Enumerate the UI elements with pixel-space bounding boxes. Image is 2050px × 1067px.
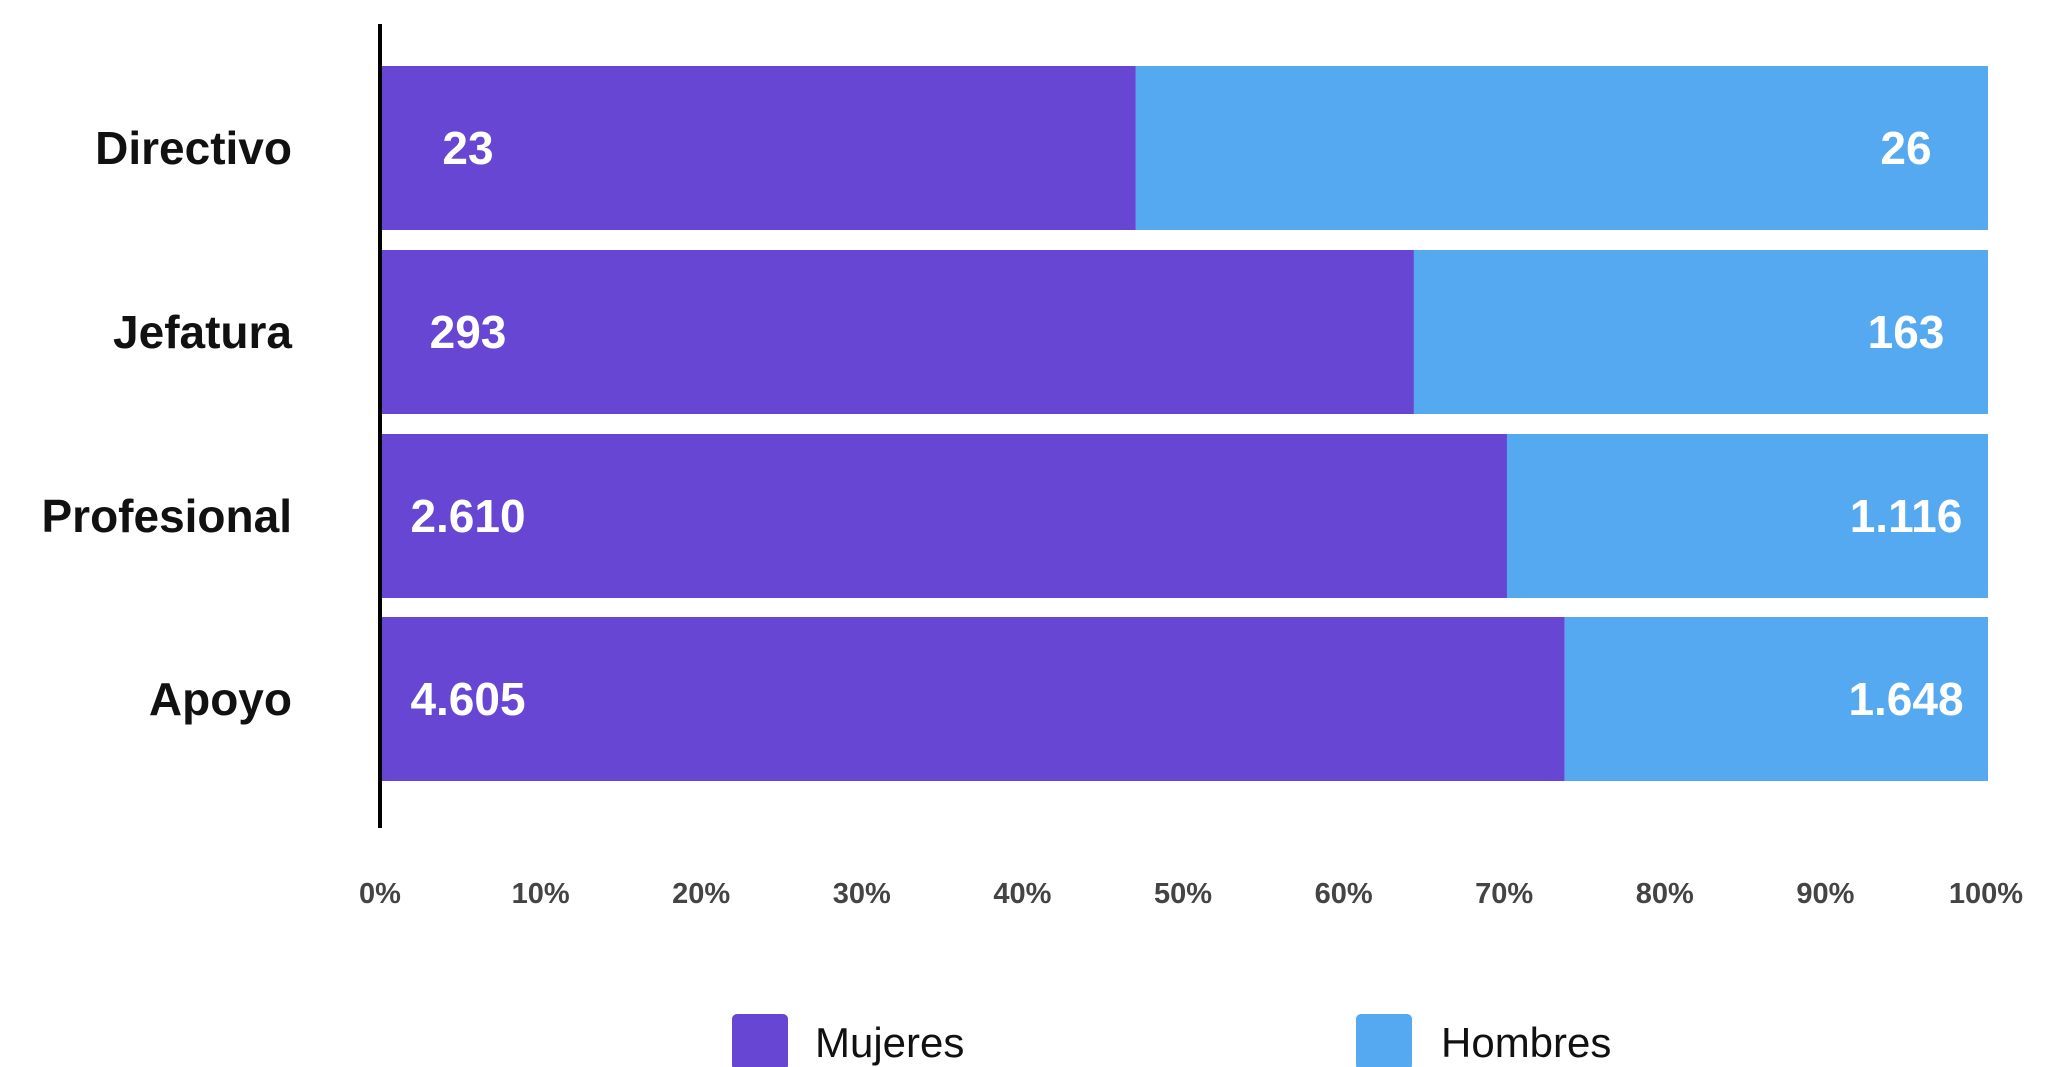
x-tick-label: 10% <box>512 878 570 910</box>
data-label-mujeres-jefatura: 293 <box>430 306 507 358</box>
x-tick-label: 50% <box>1154 878 1212 910</box>
data-label-hombres-directivo: 26 <box>1880 122 1931 174</box>
category-label-directivo: Directivo <box>95 122 292 174</box>
x-tick-label: 0% <box>359 878 401 910</box>
x-tick-label: 70% <box>1475 878 1533 910</box>
legend-label-hombres: Hombres <box>1441 1019 1611 1066</box>
x-tick-label: 90% <box>1796 878 1854 910</box>
category-labels: Directivo Jefatura Profesional Apoyo <box>41 122 292 725</box>
legend-swatch-hombres <box>1356 1014 1412 1067</box>
data-label-hombres-jefatura: 163 <box>1868 306 1945 358</box>
category-label-apoyo: Apoyo <box>149 673 292 725</box>
bar-hombres-directivo <box>1136 66 1988 230</box>
x-tick-label: 80% <box>1636 878 1694 910</box>
x-tick-label: 40% <box>993 878 1051 910</box>
legend: Mujeres Hombres <box>732 1014 1611 1067</box>
category-label-jefatura: Jefatura <box>113 306 292 358</box>
legend-swatch-mujeres <box>732 1014 788 1067</box>
bars-group: 23 26 293 163 2.610 1.116 4.605 1.648 <box>382 66 1988 781</box>
bar-mujeres-jefatura <box>382 250 1414 414</box>
x-tick-label: 100% <box>1949 878 2023 910</box>
legend-label-mujeres: Mujeres <box>815 1019 964 1066</box>
data-label-hombres-apoyo: 1.648 <box>1848 673 1963 725</box>
category-label-profesional: Profesional <box>41 490 292 542</box>
data-label-mujeres-apoyo: 4.605 <box>410 673 525 725</box>
x-tick-label: 60% <box>1315 878 1373 910</box>
x-tick-label: 30% <box>833 878 891 910</box>
x-tick-label: 20% <box>672 878 730 910</box>
data-label-mujeres-directivo: 23 <box>442 122 493 174</box>
data-label-mujeres-profesional: 2.610 <box>410 490 525 542</box>
bar-mujeres-profesional <box>382 434 1507 598</box>
bar-mujeres-directivo <box>382 66 1136 230</box>
bar-mujeres-apoyo <box>382 617 1565 781</box>
data-label-hombres-profesional: 1.116 <box>1850 490 1963 542</box>
x-tick-labels: 0% 10% 20% 30% 40% 50% 60% 70% 80% 90% 100% <box>359 878 2023 910</box>
